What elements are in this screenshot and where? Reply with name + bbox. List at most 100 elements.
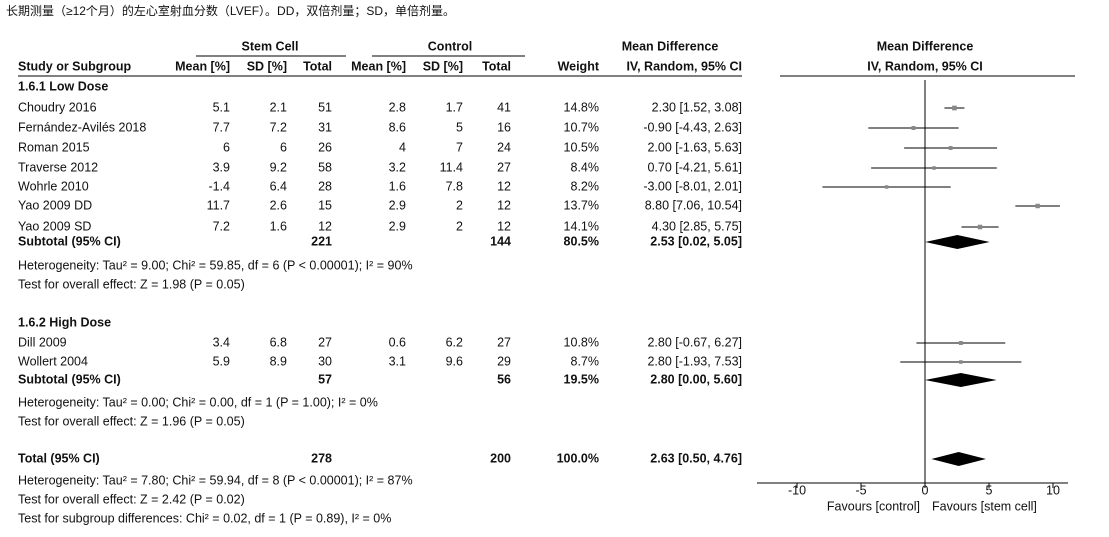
study-cell: 27 bbox=[497, 335, 511, 349]
summary-total: 56 bbox=[497, 372, 511, 386]
effect-square bbox=[977, 224, 983, 230]
study-cell: 2 bbox=[456, 219, 463, 233]
study-cell: 1.7 bbox=[446, 100, 463, 114]
study-cell: 8.6 bbox=[389, 120, 406, 134]
study-cell: 2.9 bbox=[389, 198, 406, 212]
study-cell: 51 bbox=[318, 100, 332, 114]
study-name: Wohrle 2010 bbox=[18, 179, 89, 193]
study-ci: 2.30 [1.52, 3.08] bbox=[652, 100, 742, 114]
study-cell: 7 bbox=[456, 140, 463, 154]
effect-square bbox=[1035, 203, 1040, 209]
column-header: Mean [%] bbox=[175, 59, 230, 73]
group-title: 1.6.2 High Dose bbox=[18, 315, 111, 329]
group-title: 1.6.1 Low Dose bbox=[18, 79, 108, 93]
study-cell: 7.8 bbox=[446, 179, 463, 193]
study-cell: 2.6 bbox=[270, 198, 287, 212]
note: Heterogeneity: Tau² = 0.00; Chi² = 0.00,… bbox=[18, 395, 378, 409]
x-tick-label: 10 bbox=[1046, 483, 1060, 497]
study-cell: 30 bbox=[318, 354, 332, 368]
x-axis-label: Favours [control] bbox=[827, 499, 920, 513]
column-header: SD [%] bbox=[423, 59, 463, 73]
note: Test for overall effect: Z = 2.42 (P = 0… bbox=[18, 492, 245, 506]
summary-ci: 2.53 [0.02, 5.05] bbox=[650, 234, 742, 248]
summary-weight: 100.0% bbox=[557, 451, 599, 465]
column-header: Total bbox=[303, 59, 332, 73]
study-cell: 8.9 bbox=[270, 354, 287, 368]
study-cell: 27 bbox=[318, 335, 332, 349]
study-cell: 26 bbox=[318, 140, 332, 154]
study-cell: 41 bbox=[497, 100, 511, 114]
header-group: Mean Difference bbox=[622, 39, 719, 53]
study-weight: 8.4% bbox=[571, 160, 600, 174]
study-cell: 5.1 bbox=[213, 100, 230, 114]
study-ci: 2.80 [-1.93, 7.53] bbox=[647, 354, 742, 368]
x-tick-label: 0 bbox=[922, 483, 929, 497]
column-header: Study or Subgroup bbox=[18, 59, 132, 73]
study-name: Wollert 2004 bbox=[18, 354, 88, 368]
column-header: SD [%] bbox=[247, 59, 287, 73]
column-header: IV, Random, 95% CI bbox=[867, 59, 983, 73]
study-name: Yao 2009 SD bbox=[18, 219, 91, 233]
note: Test for subgroup differences: Chi² = 0.… bbox=[18, 511, 391, 525]
column-header: Weight bbox=[558, 59, 600, 73]
study-cell: 7.2 bbox=[213, 219, 230, 233]
column-header: Total bbox=[482, 59, 511, 73]
summary-total: 200 bbox=[490, 451, 511, 465]
summary-label: Subtotal (95% CI) bbox=[18, 372, 121, 386]
study-cell: 12 bbox=[497, 198, 511, 212]
study-cell: 16 bbox=[497, 120, 511, 134]
study-cell: 24 bbox=[497, 140, 511, 154]
study-cell: 3.9 bbox=[213, 160, 230, 174]
study-cell: 3.4 bbox=[213, 335, 230, 349]
study-cell: 6.2 bbox=[446, 335, 463, 349]
summary-total: 57 bbox=[318, 372, 332, 386]
study-name: Dill 2009 bbox=[18, 335, 67, 349]
study-cell: 5.9 bbox=[213, 354, 230, 368]
note: Test for overall effect: Z = 1.98 (P = 0… bbox=[18, 277, 245, 291]
study-cell: 6.4 bbox=[270, 179, 287, 193]
study-cell: 29 bbox=[497, 354, 511, 368]
pooled-diamond bbox=[931, 452, 986, 466]
study-weight: 14.1% bbox=[564, 219, 599, 233]
study-cell: 11.7 bbox=[207, 198, 230, 212]
summary-weight: 80.5% bbox=[564, 234, 599, 248]
study-weight: 14.8% bbox=[564, 100, 599, 114]
column-header: IV, Random, 95% CI bbox=[626, 59, 742, 73]
study-name: Fernández-Avilés 2018 bbox=[18, 120, 146, 134]
study-ci: 4.30 [2.85, 5.75] bbox=[652, 219, 742, 233]
summary-label: Total (95% CI) bbox=[18, 451, 100, 465]
x-tick-label: -5 bbox=[855, 483, 866, 497]
summary-weight: 19.5% bbox=[564, 372, 599, 386]
header-group: Control bbox=[428, 39, 472, 53]
study-cell: 7.7 bbox=[213, 120, 230, 134]
study-cell: 12 bbox=[318, 219, 332, 233]
study-cell: 6 bbox=[280, 140, 287, 154]
study-cell: 27 bbox=[497, 160, 511, 174]
pooled-diamond bbox=[925, 235, 990, 249]
summary-ci: 2.63 [0.50, 4.76] bbox=[650, 451, 742, 465]
study-name: Traverse 2012 bbox=[18, 160, 98, 174]
study-cell: 2.9 bbox=[389, 219, 406, 233]
study-cell: 0.6 bbox=[389, 335, 406, 349]
effect-square bbox=[959, 360, 963, 364]
summary-label: Subtotal (95% CI) bbox=[18, 234, 121, 248]
study-weight: 8.7% bbox=[571, 354, 600, 368]
pooled-diamond bbox=[925, 373, 997, 387]
study-cell: 3.2 bbox=[389, 160, 406, 174]
study-cell: 3.1 bbox=[389, 354, 406, 368]
study-cell: 7.2 bbox=[270, 120, 287, 134]
effect-square bbox=[932, 166, 936, 170]
study-ci: 2.00 [-1.63, 5.63] bbox=[647, 140, 742, 154]
summary-total: 278 bbox=[311, 451, 332, 465]
study-name: Roman 2015 bbox=[18, 140, 90, 154]
header-group: Mean Difference bbox=[877, 39, 974, 53]
study-name: Yao 2009 DD bbox=[18, 198, 92, 212]
study-cell: 5 bbox=[456, 120, 463, 134]
study-weight: 8.2% bbox=[571, 179, 600, 193]
study-ci: -3.00 [-8.01, 2.01] bbox=[643, 179, 742, 193]
study-cell: 12 bbox=[497, 219, 511, 233]
study-cell: 12 bbox=[497, 179, 511, 193]
study-cell: 15 bbox=[318, 198, 332, 212]
study-ci: 8.80 [7.06, 10.54] bbox=[645, 198, 742, 212]
